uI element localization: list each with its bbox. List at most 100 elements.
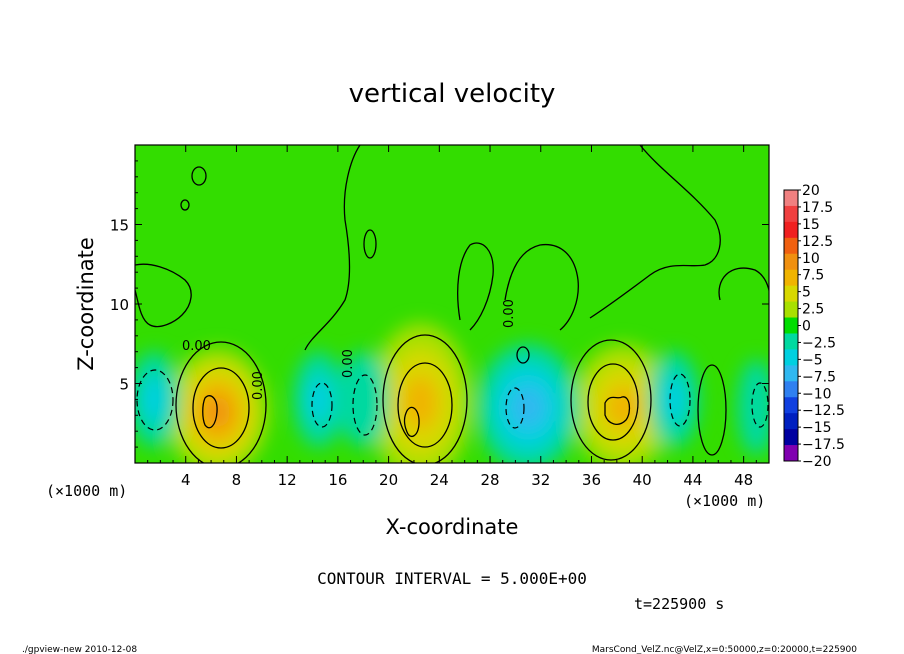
- x-tick-label: 24: [430, 471, 449, 489]
- colorbar-swatch: [784, 349, 798, 366]
- colorbar-label: 15: [802, 217, 820, 233]
- footer-right: MarsCond_VelZ.nc@VelZ,x=0:50000,z=0:2000…: [592, 645, 857, 654]
- contour-pos-2-inner: [397, 362, 453, 448]
- colorbar-swatch: [784, 269, 798, 287]
- contour-blob-2: [363, 229, 377, 259]
- colorbar-swatch: [784, 317, 798, 334]
- contour-pos-1: [175, 341, 267, 463]
- colorbar-label: −2.5: [802, 335, 836, 351]
- x-tick-label: 16: [328, 471, 347, 489]
- contour-zero-top2: [589, 145, 721, 319]
- contour-pos-1-inner: [192, 367, 250, 449]
- x-tick-label: 36: [582, 471, 601, 489]
- x-tick-label: 44: [683, 471, 702, 489]
- x-tick-label: 8: [232, 471, 242, 489]
- contour-neg-4: [505, 387, 525, 429]
- contour-pos-1-core: [202, 395, 218, 429]
- colorbar-labels: 2017.51512.5107.552.50−2.5−5−7.5−10−12.5…: [798, 183, 845, 470]
- contour-pos-3: [570, 339, 652, 461]
- colorbar-label: −15: [802, 420, 832, 436]
- x-tick-label: 20: [379, 471, 398, 489]
- y-tick-label: 5: [119, 376, 129, 394]
- colorbar-label: −20: [802, 454, 832, 470]
- colorbar-swatch: [784, 205, 798, 223]
- x-tick-label: 48: [734, 471, 753, 489]
- contour-lines: [135, 145, 769, 463]
- anomaly-1-level-3: [403, 376, 438, 430]
- colorbar-swatch: [784, 365, 798, 382]
- contour-pos-3-core: [604, 396, 631, 425]
- colorbar: [783, 189, 799, 462]
- contour-zero-top: [135, 263, 192, 328]
- colorbar-swatch: [784, 445, 798, 462]
- contour-zero-b: [504, 243, 579, 331]
- colorbar-label: 17.5: [802, 200, 833, 216]
- plot-area: 0.00 0.00 0.00 0.00: [135, 145, 769, 463]
- contour-interval: CONTOUR INTERVAL = 5.000E+00: [317, 569, 587, 588]
- colorbar-label: 0: [802, 319, 811, 335]
- colorbar-label: −7.5: [802, 369, 836, 385]
- x-unit-left: (×1000 m): [46, 482, 127, 500]
- colorbar-swatch: [784, 333, 798, 350]
- contour-pos-2-core: [403, 406, 420, 438]
- colorbar-swatch: [784, 190, 798, 207]
- colorbar-swatch: [784, 397, 798, 414]
- time-label: t=225900 s: [634, 595, 724, 613]
- x-tick-label: 40: [633, 471, 652, 489]
- contour-neg-2: [311, 382, 333, 428]
- y-tick-label: 10: [110, 296, 129, 314]
- colorbar-label: 20: [802, 183, 820, 199]
- y-axis-label: Z-coordinate: [74, 237, 98, 371]
- x-axis-ticks: [147, 145, 757, 463]
- contour-blob-1: [191, 166, 207, 186]
- colorbar-label: −10: [802, 386, 832, 402]
- contour-zero-right: [718, 267, 769, 310]
- colorbar-label: 7.5: [802, 268, 824, 284]
- contour-pos-4: [697, 364, 727, 456]
- contour-zero-a: [457, 242, 494, 331]
- colorbar-swatch: [784, 221, 798, 239]
- x-unit-right: (×1000 m): [684, 492, 765, 510]
- x-axis-tick-labels: 4 8 12 16 20 24 28 32 36 40 44 48: [181, 471, 753, 489]
- colorbar-label: −5: [802, 352, 823, 368]
- colorbar-swatch: [784, 253, 798, 271]
- colorbar-swatch: [784, 429, 798, 446]
- anomaly-5-level-2: [306, 375, 332, 424]
- footer-left: ./gpview-new 2010-12-08: [22, 645, 137, 654]
- contour-blob-4: [516, 346, 530, 364]
- colorbar-label: 10: [802, 251, 820, 267]
- contour-pos-2: [382, 334, 468, 463]
- colorbar-label: 12.5: [802, 234, 833, 250]
- contour-label-1: 0.00: [251, 371, 266, 400]
- y-axis-tick-labels: 5 10 15: [110, 217, 129, 394]
- contour-label-3: 0.00: [502, 299, 517, 328]
- anomaly-6-level-1: [337, 351, 389, 448]
- colorbar-swatch: [784, 413, 798, 430]
- contour-label-2: 0.00: [341, 349, 356, 378]
- colorbar-label: −17.5: [802, 437, 845, 453]
- contour-neg-3: [352, 374, 378, 436]
- y-axis-ticks: [135, 160, 769, 448]
- colorbar-swatch: [784, 237, 798, 255]
- contour-zero-mid: [304, 145, 361, 351]
- x-tick-label: 32: [531, 471, 550, 489]
- contour-pos-3-inner: [587, 363, 639, 441]
- colorbar-label: 2.5: [802, 302, 824, 318]
- colorbar-swatch: [784, 301, 798, 319]
- colorbar-label: −12.5: [802, 403, 845, 419]
- anomaly-3-level-3: [511, 386, 545, 429]
- contour-blob-3: [180, 199, 190, 211]
- x-tick-label: 28: [480, 471, 499, 489]
- x-axis-label: X-coordinate: [386, 515, 519, 539]
- colorbar-label: 5: [802, 285, 811, 301]
- contour-neg-5: [669, 373, 691, 427]
- y-tick-label: 15: [110, 217, 129, 235]
- colorbar-swatch: [784, 285, 798, 303]
- colorbar-swatch: [784, 381, 798, 398]
- x-tick-label: 4: [181, 471, 191, 489]
- anomaly-2-level-3: [606, 386, 641, 429]
- contour-lines-negative: [136, 369, 769, 436]
- contour-neg-1: [136, 369, 174, 431]
- anomaly-8-level-1: [737, 359, 769, 456]
